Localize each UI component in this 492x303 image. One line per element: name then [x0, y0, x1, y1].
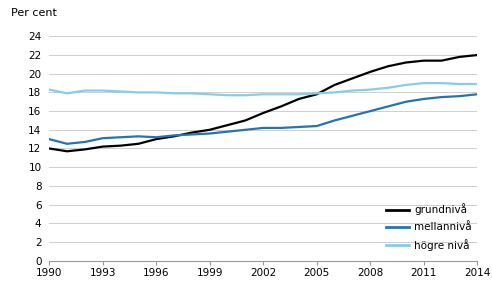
mellannivå — [368, 109, 373, 113]
mellannivå — [64, 142, 70, 146]
högre nivå — [243, 93, 248, 97]
högre nivå — [385, 86, 391, 90]
Line: grundnivå: grundnivå — [49, 55, 477, 151]
mellannivå — [349, 114, 355, 118]
Line: högre nivå: högre nivå — [49, 83, 477, 95]
högre nivå — [457, 82, 462, 86]
grundnivå — [385, 65, 391, 68]
högre nivå — [368, 88, 373, 92]
grundnivå — [332, 83, 338, 87]
grundnivå — [243, 119, 248, 122]
grundnivå — [135, 142, 141, 146]
grundnivå — [368, 70, 373, 74]
grundnivå — [349, 77, 355, 80]
Line: mellannivå: mellannivå — [49, 94, 477, 144]
Legend: grundnivå, mellannivå, högre nivå: grundnivå, mellannivå, högre nivå — [386, 204, 472, 251]
grundnivå — [46, 147, 52, 150]
grundnivå — [421, 59, 427, 62]
grundnivå — [171, 135, 177, 138]
högre nivå — [118, 90, 123, 93]
högre nivå — [135, 91, 141, 94]
högre nivå — [154, 91, 159, 94]
högre nivå — [260, 92, 266, 96]
grundnivå — [64, 149, 70, 153]
grundnivå — [207, 128, 213, 132]
grundnivå — [439, 59, 445, 62]
högre nivå — [439, 81, 445, 85]
grundnivå — [82, 148, 88, 151]
mellannivå — [189, 133, 195, 136]
grundnivå — [154, 137, 159, 141]
grundnivå — [474, 53, 480, 57]
mellannivå — [82, 140, 88, 144]
mellannivå — [46, 137, 52, 141]
grundnivå — [296, 97, 302, 101]
högre nivå — [82, 89, 88, 92]
grundnivå — [225, 123, 231, 127]
högre nivå — [171, 92, 177, 95]
högre nivå — [100, 89, 106, 92]
högre nivå — [314, 92, 320, 95]
mellannivå — [135, 135, 141, 138]
mellannivå — [439, 95, 445, 99]
högre nivå — [296, 92, 302, 96]
mellannivå — [296, 125, 302, 129]
mellannivå — [243, 128, 248, 132]
högre nivå — [64, 92, 70, 95]
grundnivå — [189, 131, 195, 135]
mellannivå — [332, 119, 338, 122]
grundnivå — [118, 144, 123, 148]
högre nivå — [278, 92, 284, 96]
mellannivå — [278, 126, 284, 130]
grundnivå — [278, 105, 284, 108]
Text: Per cent: Per cent — [11, 8, 57, 18]
grundnivå — [457, 55, 462, 59]
mellannivå — [260, 126, 266, 130]
grundnivå — [403, 61, 409, 64]
mellannivå — [457, 94, 462, 98]
högre nivå — [189, 92, 195, 95]
högre nivå — [207, 92, 213, 96]
mellannivå — [154, 135, 159, 139]
mellannivå — [314, 124, 320, 128]
högre nivå — [349, 89, 355, 92]
högre nivå — [403, 83, 409, 87]
grundnivå — [260, 111, 266, 115]
mellannivå — [474, 92, 480, 96]
mellannivå — [171, 134, 177, 137]
högre nivå — [332, 91, 338, 94]
mellannivå — [421, 97, 427, 101]
högre nivå — [474, 82, 480, 86]
mellannivå — [403, 100, 409, 104]
mellannivå — [385, 105, 391, 108]
mellannivå — [118, 135, 123, 139]
mellannivå — [207, 132, 213, 135]
högre nivå — [225, 93, 231, 97]
grundnivå — [100, 145, 106, 148]
högre nivå — [46, 88, 52, 92]
mellannivå — [100, 136, 106, 140]
högre nivå — [421, 81, 427, 85]
grundnivå — [314, 92, 320, 96]
mellannivå — [225, 130, 231, 133]
